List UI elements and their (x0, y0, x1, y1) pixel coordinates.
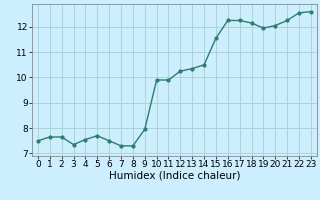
X-axis label: Humidex (Indice chaleur): Humidex (Indice chaleur) (109, 171, 240, 181)
